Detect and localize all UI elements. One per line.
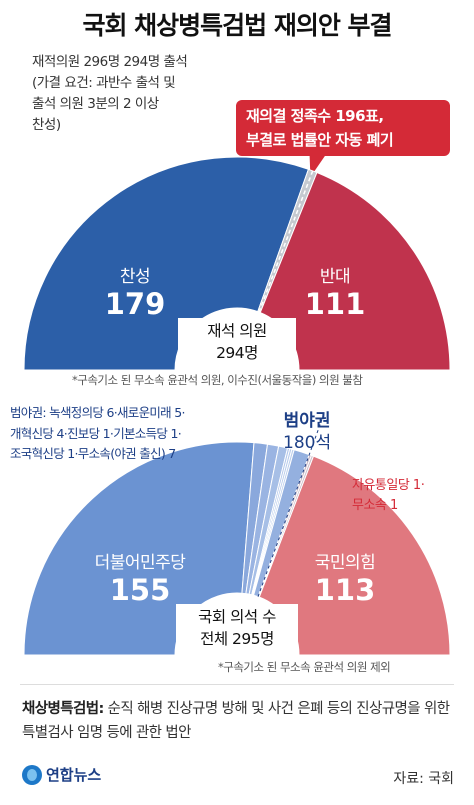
center-line: 294명 [216, 344, 258, 362]
vote-result-chart [23, 156, 451, 371]
logo-text: 연합뉴스 [46, 766, 102, 784]
opposition-line: 조국혁신당 1·무소속(야권 출신) 7 [10, 446, 176, 461]
dp-label: 더불어민주당 155 [60, 548, 220, 607]
bloc-divider-line [257, 419, 323, 597]
divider [20, 684, 454, 685]
law-description: 순직 해병 진상규명 방해 및 사건 은폐 등의 진상규명을 위한 특별검사 임… [22, 701, 450, 741]
law-term: 채상병특검법: [22, 701, 104, 717]
opposition-line: 범야권: 녹색정의당 6·새로운미래 5· [10, 405, 185, 420]
requirement-line: 찬성) [32, 117, 61, 133]
callout-line: 재의결 정족수 196표, [246, 107, 384, 125]
law-definition: 채상병특검법: 순직 해병 진상규명 방해 및 사건 은폐 등의 진상규명을 위… [22, 697, 462, 745]
others-line: 자유통일당 1· [352, 478, 425, 493]
opposition-list: 범야권: 녹색정의당 6·새로운미래 5· 개혁신당 4·진보당 1·기본소득당… [10, 403, 258, 465]
opposition-total-label: 범야권 [283, 411, 331, 431]
no-label-value: 111 [304, 287, 366, 321]
opposition-line: 개혁신당 4·진보당 1·기본소득당 1· [10, 425, 182, 441]
others-line: 무소속 1 [352, 498, 398, 513]
dp-label-name: 더불어민주당 [94, 553, 186, 573]
seat-distribution-chart [23, 419, 451, 656]
ppp-label-value: 113 [314, 573, 376, 607]
ppp-label: 국민의힘 113 [290, 548, 400, 607]
vote-center-label: 재석 의원 294명 [178, 318, 296, 368]
yonhap-logo-icon [22, 764, 42, 785]
source-credit: 자료: 국회 [393, 771, 454, 787]
ppp-label-name: 국민의힘 [314, 553, 376, 573]
page-title: 국회 채상병특검법 재의안 부결 [82, 11, 392, 40]
opposition-total: 범야권 180석 [283, 410, 331, 454]
seat-chart-note: *구속기소 된 무소속 윤관석 의원 제외 [218, 660, 391, 674]
no-label: 반대 111 [290, 262, 380, 321]
center-line: 전체 295명 [200, 630, 274, 648]
requirement-line: (가결 요건: 과반수 출석 및 [32, 75, 176, 91]
requirement-line: 재적의원 296명 294명 출석 [32, 54, 188, 70]
quorum-callout: 재의결 정족수 196표, 부결로 법률안 자동 폐기 [236, 100, 450, 156]
seat-center-label: 국회 의석 수 전체 295명 [176, 604, 298, 654]
yes-label-name: 찬성 [119, 267, 151, 287]
vote-chart-note: *구속기소 된 무소속 윤관석 의원, 이수진(서울동작을) 의원 불참 [72, 373, 363, 387]
callout-line: 부결로 법률안 자동 폐기 [246, 131, 394, 149]
opposition-total-value: 180석 [283, 433, 332, 453]
yes-label-value: 179 [104, 287, 166, 321]
center-line: 국회 의석 수 [198, 608, 276, 626]
requirement-line: 출석 의원 3분의 2 이상 [32, 96, 159, 112]
others-label: 자유통일당 1· 무소속 1 [352, 476, 425, 516]
no-label-name: 반대 [319, 267, 351, 287]
center-line: 재석 의원 [207, 322, 267, 340]
dp-label-value: 155 [109, 573, 171, 607]
yonhap-logo: 연합뉴스 [22, 764, 101, 785]
passing-requirement: 재적의원 296명 294명 출석 (가결 요건: 과반수 출석 및 출석 의원… [32, 52, 272, 136]
yes-label: 찬성 179 [90, 262, 180, 321]
